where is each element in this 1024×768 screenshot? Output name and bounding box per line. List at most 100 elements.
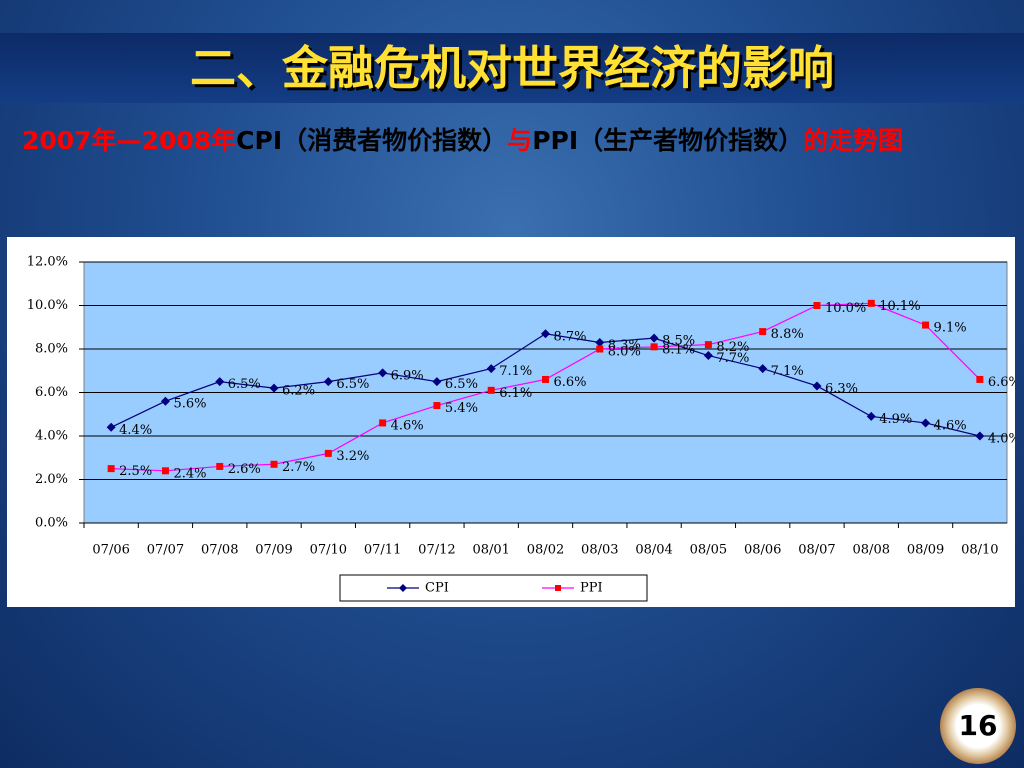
- data-label: 7.1%: [499, 364, 532, 379]
- data-label: 7.1%: [771, 364, 804, 379]
- data-label: 4.6%: [391, 418, 424, 433]
- data-label: 6.2%: [282, 384, 315, 399]
- marker: [487, 386, 495, 394]
- marker: [758, 364, 768, 374]
- data-label: 8.8%: [771, 327, 804, 342]
- subtitle-part: 的走势图: [803, 126, 904, 155]
- data-label: 4.9%: [879, 412, 912, 427]
- data-label: 6.6%: [554, 375, 587, 390]
- data-label: 10.0%: [825, 301, 866, 316]
- data-label: 4.4%: [119, 423, 152, 438]
- x-tick-label: 07/11: [364, 543, 401, 558]
- x-tick-label: 07/09: [255, 543, 292, 558]
- marker: [813, 302, 821, 309]
- data-label: 5.4%: [445, 401, 478, 416]
- marker: [270, 460, 278, 468]
- subtitle-part: 与: [507, 126, 533, 155]
- data-label: 5.6%: [173, 397, 206, 412]
- x-tick-label: 08/05: [690, 543, 727, 558]
- marker: [595, 337, 605, 347]
- marker: [922, 321, 930, 329]
- data-label: 8.3%: [608, 338, 641, 353]
- data-label: 8.7%: [554, 329, 587, 344]
- marker: [269, 383, 279, 393]
- subtitle-part: PPI: [532, 126, 579, 155]
- data-label: 8.5%: [662, 334, 695, 349]
- data-label: 2.4%: [173, 466, 206, 481]
- marker: [399, 584, 407, 592]
- subtitle: 2007年—2008年CPI（消费者物价指数）与PPI（生产者物价指数）的走势图: [22, 118, 982, 164]
- y-tick-label: 6.0%: [35, 385, 68, 400]
- subtitle-part: CPI: [236, 126, 283, 155]
- x-tick-label: 08/03: [581, 543, 618, 558]
- marker: [650, 343, 658, 351]
- data-label: 7.7%: [716, 351, 749, 366]
- marker: [161, 467, 169, 475]
- title-band: [0, 33, 1024, 103]
- x-tick-label: 08/01: [472, 543, 509, 558]
- marker: [541, 329, 550, 339]
- y-tick-label: 12.0%: [27, 255, 68, 270]
- marker: [542, 375, 549, 383]
- data-label: 6.3%: [825, 381, 858, 396]
- x-tick-label: 08/09: [907, 543, 944, 558]
- y-tick-label: 8.0%: [35, 342, 68, 357]
- y-tick-label: 0.0%: [35, 516, 68, 531]
- data-label: 2.5%: [119, 464, 152, 479]
- data-label: 6.5%: [336, 377, 369, 392]
- data-label: 6.1%: [499, 386, 532, 401]
- marker: [921, 418, 931, 428]
- subtitle-part: （消费者物价指数）: [282, 126, 508, 155]
- x-tick-label: 08/08: [853, 543, 890, 558]
- data-label: 4.6%: [934, 418, 967, 433]
- marker: [555, 585, 561, 591]
- data-label: 2.6%: [228, 462, 261, 477]
- y-tick-label: 4.0%: [35, 429, 68, 444]
- data-label: 8.1%: [662, 342, 695, 357]
- x-tick-label: 08/07: [798, 543, 835, 558]
- data-label: 8.0%: [608, 345, 641, 360]
- data-label: 3.2%: [336, 449, 369, 464]
- x-tick-label: 08/02: [527, 543, 564, 558]
- x-tick-label: 08/06: [744, 543, 781, 558]
- marker: [704, 341, 712, 349]
- marker: [160, 396, 170, 406]
- x-tick-label: 08/04: [635, 543, 672, 558]
- data-label: 6.5%: [445, 377, 478, 392]
- data-label: 10.1%: [879, 299, 920, 314]
- x-tick-label: 07/12: [418, 543, 455, 558]
- marker: [323, 377, 333, 387]
- subtitle-part: （生产者物价指数）: [578, 126, 804, 155]
- legend-label: CPI: [425, 581, 449, 596]
- marker: [596, 345, 604, 353]
- marker: [703, 351, 713, 361]
- data-label: 6.9%: [391, 368, 424, 383]
- legend-label: PPI: [580, 581, 603, 596]
- chart-box: 0.0% 2.0% 4.0% 6.0% 8.0% 10.0% 12.0% 07/06 07/07…: [7, 237, 1021, 607]
- data-label: 9.1%: [934, 321, 967, 336]
- marker: [216, 462, 224, 470]
- marker: [867, 299, 875, 307]
- marker: [759, 328, 767, 336]
- marker: [866, 411, 876, 421]
- data-label: 8.2%: [716, 340, 749, 355]
- x-tick-label: 07/06: [92, 543, 129, 558]
- marker: [378, 368, 388, 378]
- x-tick-label: 07/08: [201, 543, 238, 558]
- marker: [432, 377, 442, 387]
- subtitle-part: 2007年—2008年: [22, 126, 237, 155]
- data-label: 4.0%: [988, 432, 1015, 447]
- data-label: 6.5%: [228, 377, 261, 392]
- marker: [433, 402, 441, 410]
- x-tick-label: 07/07: [147, 543, 184, 558]
- marker: [379, 419, 387, 427]
- chart: 0.0% 2.0% 4.0% 6.0% 8.0% 10.0% 12.0% 07/06 07/07…: [27, 255, 1021, 602]
- x-tick-label: 08/10: [961, 543, 998, 558]
- page-number: 16: [958, 709, 998, 742]
- marker: [106, 422, 116, 432]
- marker: [324, 449, 332, 457]
- marker: [976, 375, 984, 383]
- x-tick-label: 07/10: [310, 543, 347, 558]
- marker: [486, 364, 496, 374]
